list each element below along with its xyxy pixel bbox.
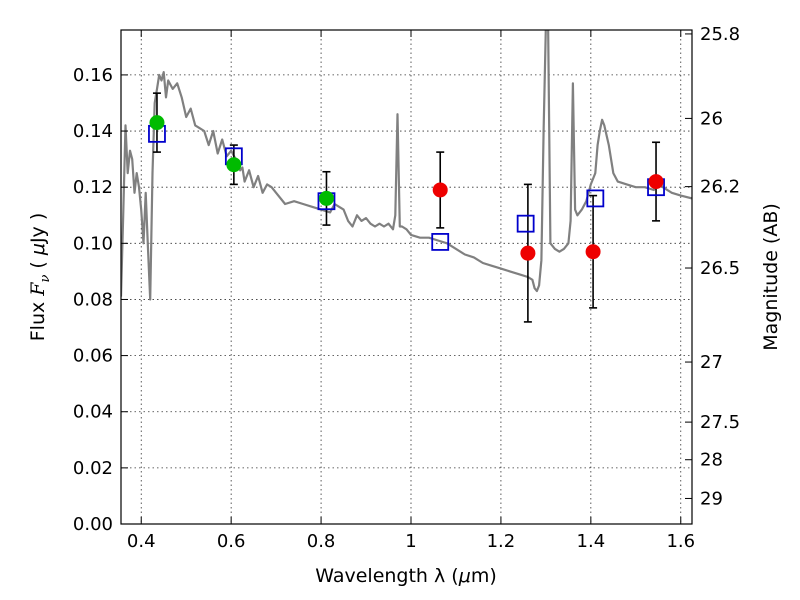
- x-tick-label: 0.6: [217, 531, 246, 552]
- y2-tick-label: 29: [700, 488, 723, 509]
- model-spectrum-layer: [121, 30, 692, 301]
- y2-tick-label: 26.2: [700, 177, 740, 198]
- y2-tick-label: 27: [700, 352, 723, 373]
- model-photometry-square: [516, 214, 535, 233]
- x-tick-label: 1: [405, 531, 416, 552]
- model-photometry-square: [586, 189, 605, 208]
- model-spectrum-line: [121, 30, 692, 301]
- y-tick-label: 0.14: [73, 121, 113, 142]
- y2-tick-label: 27.5: [700, 412, 740, 433]
- upper-limit-point: [520, 245, 536, 261]
- y2-tick-label: 25.8: [700, 24, 740, 45]
- x-tick-label: 0.8: [307, 531, 336, 552]
- x-tick-label: 0.4: [127, 531, 156, 552]
- upper-limit-point: [432, 182, 448, 198]
- y-tick-label: 0.08: [73, 289, 113, 310]
- y-tick-label: 0.16: [73, 65, 113, 86]
- detection-point: [226, 157, 242, 173]
- upper-limit-point: [648, 174, 664, 190]
- axes-layer: [120, 29, 693, 525]
- plot-frame: [120, 29, 693, 525]
- upper-limit-point: [585, 244, 601, 260]
- y-tick-label: 0.12: [73, 177, 113, 198]
- y-tick-label: 0.04: [73, 402, 113, 423]
- detection-point: [149, 115, 165, 131]
- x-tick-label: 1.4: [577, 531, 606, 552]
- y-tick-label: 0.10: [73, 233, 113, 254]
- y2-tick-label: 28: [700, 450, 723, 471]
- x-tick-label: 1.2: [487, 531, 516, 552]
- y-tick-label: 0.02: [73, 458, 113, 479]
- data-points-layer: [148, 92, 665, 323]
- model-photometry-square: [431, 233, 450, 251]
- detection-point: [318, 190, 334, 206]
- x-tick-label: 1.6: [666, 531, 695, 552]
- right-axis-label: Magnitude (AB): [760, 203, 782, 351]
- y2-tick-label: 26.5: [700, 258, 740, 279]
- x-axis-label: Wavelength λ (μm): [315, 565, 496, 587]
- grid-lines: [121, 30, 692, 525]
- tick-labels-layer: 0.4 0.6 0.8 1 1.2 1.4 1.6 0.00 0.02 0.04 0.06 0.08 0…: [73, 24, 740, 552]
- y2-tick-label: 26: [700, 108, 723, 129]
- y-tick-label: 0.06: [73, 346, 113, 367]
- y-axis-label: Flux Fν ( μJy ): [27, 213, 53, 342]
- y-tick-label: 0.00: [73, 514, 113, 535]
